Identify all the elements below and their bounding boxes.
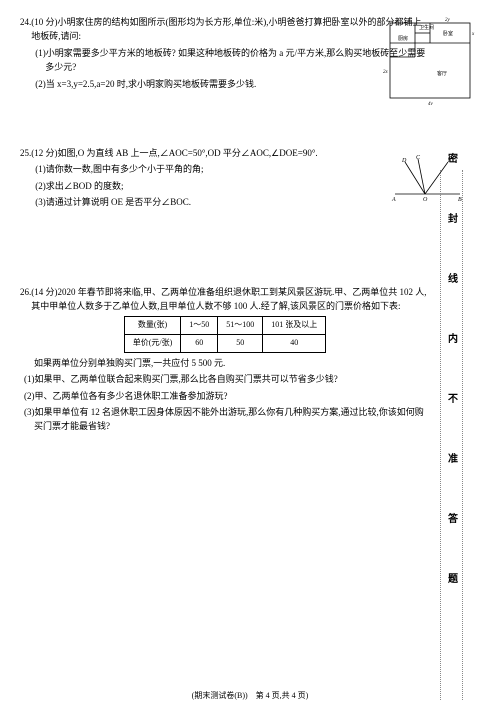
q26-sub1: (1)如果甲、乙两单位联合起来购买门票,那么比各自购买门票共可以节省多少钱? (20, 372, 430, 386)
q25-stem: 如图,O 为直线 AB 上一点,∠AOC=50°,OD 平分∠AOC,∠DOE=… (58, 148, 318, 158)
q24-number: 24. (20, 15, 31, 91)
svg-text:O: O (423, 197, 428, 203)
q26-number: 26. (20, 285, 31, 314)
floor-plan-diagram: y 2y x 卫生间 厨房 卧室 2x 客厅 4y (380, 15, 475, 105)
svg-text:y: y (407, 18, 411, 23)
svg-text:卧室: 卧室 (443, 30, 453, 37)
page-footer: (期末测试卷(B)) 第 4 页,共 4 页) (0, 690, 500, 701)
question-26: 26. (14 分)2020 年春节即将来临,甲、乙两单位准备组织退休职工到某风… (20, 285, 430, 434)
q25-number: 25. (20, 146, 31, 210)
binding-margin: 密 封 线 内 不 准 答 题 (440, 120, 470, 570)
q25-points: (12 分) (31, 148, 57, 158)
q25-sub1: (1)请你数一数,图中有多少个小于平角的角; (31, 162, 430, 176)
svg-text:C: C (416, 155, 421, 161)
q24-points: (10 分) (31, 17, 57, 27)
q25-sub3: (3)请通过计算说明 OE 是否平分∠BOC. (31, 195, 430, 209)
svg-text:2y: 2y (445, 18, 451, 23)
q26-sub3: (3)如果甲单位有 12 名退休职工因身体原因不能外出游玩,那么你有几种购买方案… (20, 405, 430, 434)
q26-stem: 2020 年春节即将来临,甲、乙两单位准备组织退休职工到某风景区游玩.甲、乙两单… (31, 287, 426, 311)
svg-text:卫生间: 卫生间 (419, 24, 434, 31)
question-25: 25. (12 分)如图,O 为直线 AB 上一点,∠AOC=50°,OD 平分… (20, 146, 430, 210)
svg-text:x: x (471, 32, 475, 37)
svg-text:A: A (391, 197, 396, 203)
svg-text:2x: 2x (383, 70, 389, 75)
exam-page: 24. (10 分)小明家住房的结构如图所示(图形均为长方形,单位:米),小明爸… (0, 0, 500, 711)
svg-text:客厅: 客厅 (437, 70, 447, 77)
q24-sub1: (1)小明家需要多少平方米的地板砖? 如果这种地板砖的价格为 a 元/平方米,那… (31, 46, 430, 75)
q24-stem: 小明家住房的结构如图所示(图形均为长方形,单位:米),小明爸爸打算把卧室以外的部… (31, 17, 421, 41)
q24-sub2: (2)当 x=3,y=2.5,a=20 时,求小明家购买地板砖需要多少钱. (31, 77, 430, 91)
svg-text:4y: 4y (428, 102, 434, 105)
question-24: 24. (10 分)小明家住房的结构如图所示(图形均为长方形,单位:米),小明爸… (20, 15, 430, 91)
q26-line2: 如果两单位分别单独购买门票,一共应付 5 500 元. (20, 356, 430, 370)
price-table: 数量(张)1～5051～100101 张及以上 单价(元/张)605040 (124, 316, 327, 353)
q26-sub2: (2)甲、乙两单位各有多少名退休职工准备参加游玩? (20, 389, 430, 403)
q26-points: (14 分) (31, 287, 57, 297)
q25-sub2: (2)求出∠BOD 的度数; (31, 179, 430, 193)
svg-text:厨房: 厨房 (398, 35, 408, 42)
svg-text:D: D (401, 158, 407, 164)
